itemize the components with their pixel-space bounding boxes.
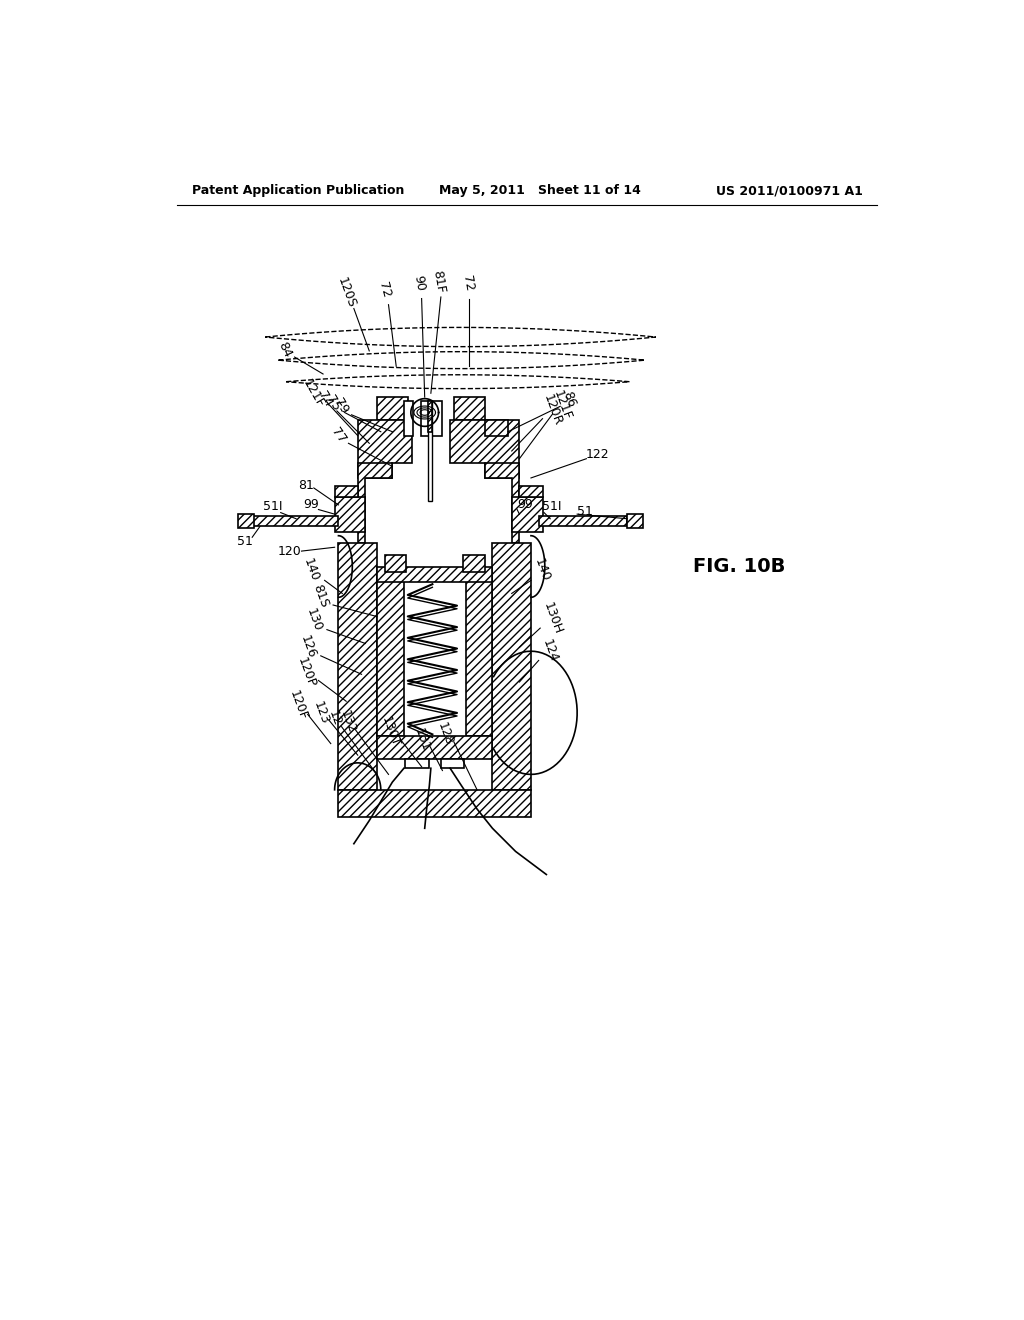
- Bar: [512, 498, 543, 532]
- Text: 81S: 81S: [310, 582, 331, 610]
- Polygon shape: [357, 420, 412, 478]
- Text: 81F: 81F: [430, 269, 446, 294]
- Text: 72: 72: [460, 275, 475, 292]
- Bar: [539, 516, 628, 525]
- Text: 79: 79: [331, 396, 350, 417]
- Text: 86: 86: [560, 389, 579, 409]
- Text: May 5, 2011   Sheet 11 of 14: May 5, 2011 Sheet 11 of 14: [438, 185, 640, 197]
- Bar: [335, 486, 357, 498]
- Text: 74: 74: [315, 389, 334, 409]
- Text: Patent Application Publication: Patent Application Publication: [193, 185, 404, 197]
- Text: 121F: 121F: [300, 376, 327, 409]
- Bar: [403, 401, 413, 436]
- Bar: [463, 554, 484, 572]
- Text: 140: 140: [301, 557, 322, 583]
- Polygon shape: [286, 375, 630, 388]
- Bar: [377, 737, 493, 759]
- Bar: [339, 544, 377, 789]
- Text: 121F: 121F: [551, 388, 573, 421]
- Polygon shape: [454, 397, 484, 420]
- Polygon shape: [451, 420, 519, 478]
- Text: 122: 122: [586, 449, 609, 462]
- Text: 99: 99: [517, 499, 532, 511]
- Text: 51I: 51I: [542, 500, 561, 513]
- Bar: [484, 420, 508, 436]
- Bar: [441, 759, 464, 768]
- Text: 12: 12: [326, 709, 343, 727]
- Bar: [239, 513, 254, 528]
- Text: 99: 99: [303, 499, 318, 511]
- Text: 51: 51: [237, 535, 253, 548]
- Text: 120F: 120F: [287, 688, 310, 722]
- Text: 140: 140: [532, 557, 553, 583]
- Text: 120P: 120P: [295, 656, 317, 689]
- Text: 120S: 120S: [335, 276, 357, 310]
- Bar: [335, 498, 366, 532]
- Text: 120R: 120R: [541, 392, 564, 428]
- Text: 84: 84: [275, 339, 294, 359]
- Text: 123: 123: [310, 700, 331, 726]
- Text: 130H: 130H: [541, 601, 564, 636]
- Text: 130: 130: [304, 607, 324, 634]
- Text: FIG. 10B: FIG. 10B: [692, 557, 785, 576]
- Bar: [250, 516, 339, 525]
- Bar: [339, 789, 531, 817]
- Polygon shape: [484, 462, 519, 544]
- Text: 128: 128: [434, 721, 455, 747]
- Text: US 2011/0100971 A1: US 2011/0100971 A1: [716, 185, 862, 197]
- Bar: [406, 759, 429, 768]
- Text: 132: 132: [338, 709, 358, 735]
- Text: 77: 77: [329, 425, 348, 446]
- Bar: [628, 513, 643, 528]
- Bar: [466, 578, 493, 737]
- Text: 72: 72: [377, 280, 393, 298]
- Text: 131: 131: [412, 726, 432, 754]
- Text: 75: 75: [324, 393, 343, 413]
- Text: 51I: 51I: [263, 500, 283, 513]
- Bar: [493, 544, 531, 789]
- Bar: [432, 401, 441, 436]
- Text: 90: 90: [412, 275, 427, 292]
- Text: 81: 81: [298, 479, 314, 492]
- Text: 126: 126: [298, 634, 317, 661]
- Text: 51: 51: [577, 504, 593, 517]
- Bar: [377, 578, 403, 737]
- Text: 120: 120: [279, 545, 302, 557]
- Bar: [519, 486, 543, 498]
- Text: 130T: 130T: [379, 715, 402, 748]
- Bar: [428, 401, 432, 432]
- Polygon shape: [377, 397, 408, 420]
- Bar: [421, 401, 432, 436]
- Polygon shape: [357, 462, 392, 544]
- Text: 124: 124: [540, 638, 560, 664]
- Polygon shape: [279, 351, 645, 368]
- Bar: [377, 566, 493, 582]
- Polygon shape: [265, 327, 655, 347]
- Bar: [428, 401, 432, 502]
- Bar: [385, 554, 407, 572]
